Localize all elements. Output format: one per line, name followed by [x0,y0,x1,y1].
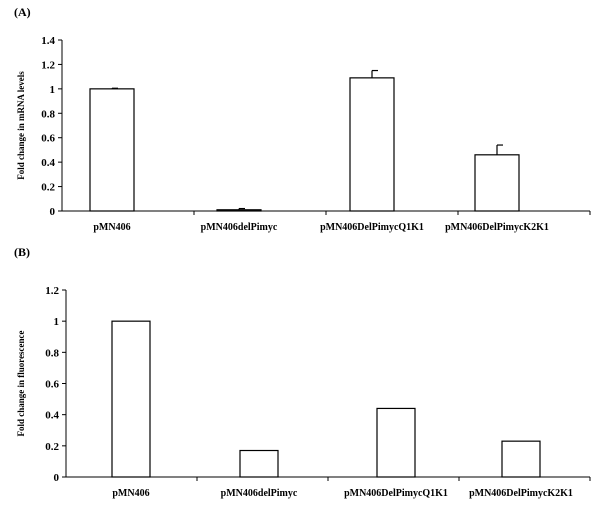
y-tick-label: 0.6 [41,133,55,145]
chart-panel-2: (B) 0 0.2 0.4 0.6 0.8 1 1.2 pMN406 pMN406delPimyc… [14,245,591,499]
y-tick-label: 0.2 [41,182,55,194]
y-tick-label: 0.4 [41,157,55,169]
category-label: pMN406 [112,488,149,499]
panel-label: (B) [14,245,30,259]
bar-pMN406DelPimycQ1K1 [376,407,416,478]
category-label: pMN406DelPimycQ1K1 [320,222,424,233]
y-axis-title: Fold change in mRNA levels [16,71,26,180]
y-tick-label: 0 [54,472,60,484]
bar-pMN406 [111,320,151,478]
y-axis-title: Fold change in fluorescence [16,330,26,436]
category-label: pMN406DelPimycK2K1 [445,222,549,233]
bar-pMN406DelPimycK2K1 [474,154,520,212]
bar-pMN406DelPimycQ1K1 [349,77,395,212]
category-label: pMN406delPimyc [221,488,298,499]
y-tick-label: 1.2 [45,285,59,297]
y-tick-label: 0 [50,206,56,218]
y-tick-label: 0.8 [41,108,55,120]
bar-pMN406 [89,88,135,212]
y-tick-label: 1.2 [41,59,55,71]
y-tick-label: 1 [50,84,56,96]
y-tick-label: 1 [54,316,60,328]
y-tick-label: 0.4 [45,410,59,422]
y-tick-label: 0.6 [45,379,59,391]
y-tick-label: 1.4 [41,35,55,47]
bar-pMN406DelPimycK2K1 [501,440,541,478]
category-label: pMN406delPimyc [201,222,278,233]
y-tick-label: 0.2 [45,441,59,453]
chart-panel-1: (A) 0 0.2 0.4 0.6 0.8 1 1.2 1.4 pMN406 pMN406delPi… [14,5,591,233]
y-tick-label: 0.8 [45,347,59,359]
bar-pMN406delPimyc [216,209,262,212]
category-label: pMN406 [93,222,130,233]
bar-pMN406delPimyc [239,449,279,478]
category-label: pMN406DelPimycK2K1 [469,488,573,499]
panel-label: (A) [14,5,31,19]
category-label: pMN406DelPimycQ1K1 [344,488,448,499]
